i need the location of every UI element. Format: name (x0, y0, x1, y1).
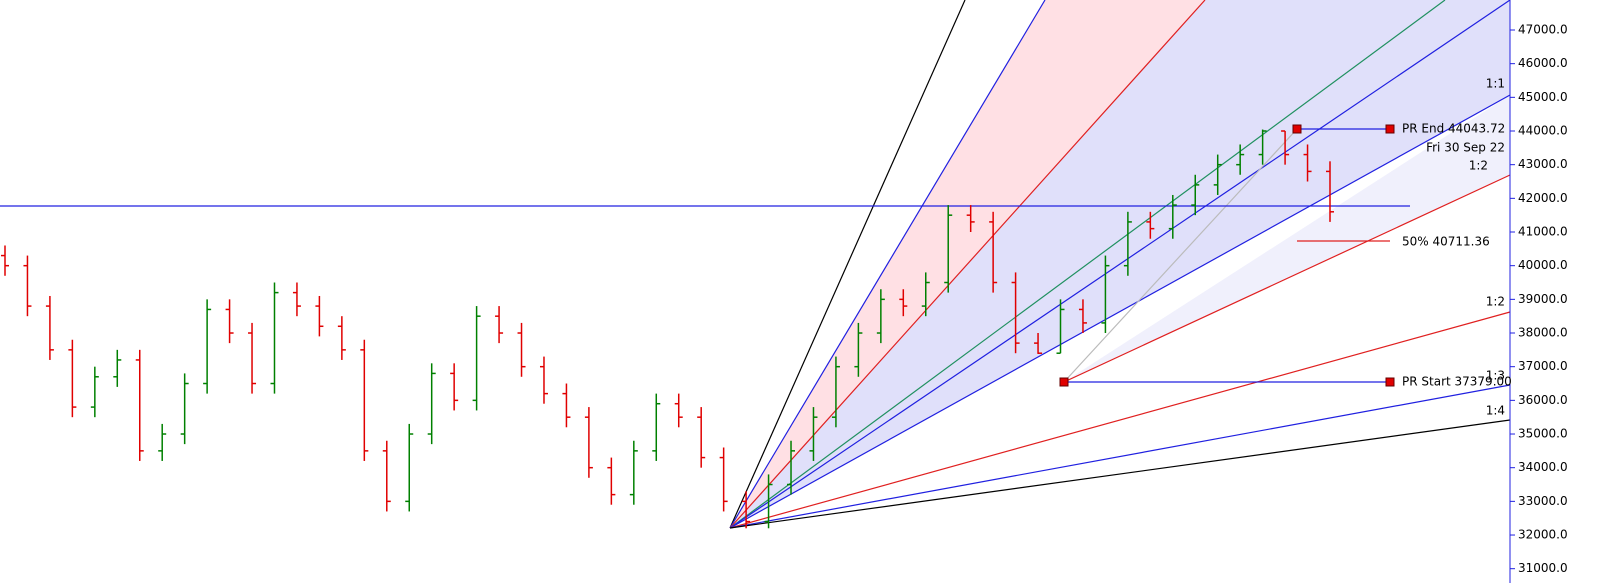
annotation: 1:2 (1469, 159, 1488, 173)
annotation: 1:2 (1486, 295, 1505, 309)
handle (1059, 377, 1069, 387)
fan-line (729, 0, 1046, 529)
fan-line (729, 0, 1446, 529)
y-tick-label: 44000.0 (1518, 124, 1568, 138)
y-tick-label: 31000.0 (1518, 561, 1568, 575)
handle (1385, 377, 1395, 387)
y-tick-label: 33000.0 (1518, 494, 1568, 508)
annotation: Fri 30 Sep 22 (1426, 141, 1505, 155)
fan-line (729, 384, 1511, 529)
handle (1385, 124, 1395, 134)
gann-fan (0, 0, 1511, 529)
annotation: 50% 40711.36 (1402, 235, 1490, 249)
y-tick-label: 36000.0 (1518, 393, 1568, 407)
y-tick-label: 34000.0 (1518, 460, 1568, 474)
y-tick-label: 46000.0 (1518, 56, 1568, 70)
annotation: 1:4 (1486, 404, 1505, 418)
fan-line (1063, 174, 1511, 383)
y-tick-label: 41000.0 (1518, 225, 1568, 239)
price-bars (1, 129, 1334, 529)
y-tick-label: 42000.0 (1518, 191, 1568, 205)
fan-line (729, 0, 966, 529)
fan-line (729, 311, 1511, 529)
annotation: PR Start 37379.00 (1402, 375, 1512, 389)
annotation: PR End 44043.72 (1402, 122, 1505, 136)
y-tick-label: 35000.0 (1518, 427, 1568, 441)
y-tick-label: 40000.0 (1518, 258, 1568, 272)
fan-line (729, 419, 1511, 529)
fan-zone (1064, 95, 1510, 382)
y-tick-label: 47000.0 (1518, 22, 1568, 36)
fan-line (729, 0, 1206, 529)
annotation: 1:3 (1486, 369, 1505, 383)
fan-line (729, 94, 1511, 529)
y-tick-label: 37000.0 (1518, 359, 1568, 373)
y-tick-label: 38000.0 (1518, 326, 1568, 340)
y-tick-label: 43000.0 (1518, 157, 1568, 171)
annotation: 1:1 (1486, 77, 1505, 91)
y-tick-label: 45000.0 (1518, 90, 1568, 104)
fan-line (1063, 128, 1298, 383)
handle (1292, 124, 1302, 134)
y-tick-label: 32000.0 (1518, 528, 1568, 542)
y-tick-label: 39000.0 (1518, 292, 1568, 306)
fan-line (729, 0, 1511, 529)
y-axis-ticks: 31000.0 32000.0 33000.0 34000.0 35000.0 36000… (1510, 22, 1568, 575)
